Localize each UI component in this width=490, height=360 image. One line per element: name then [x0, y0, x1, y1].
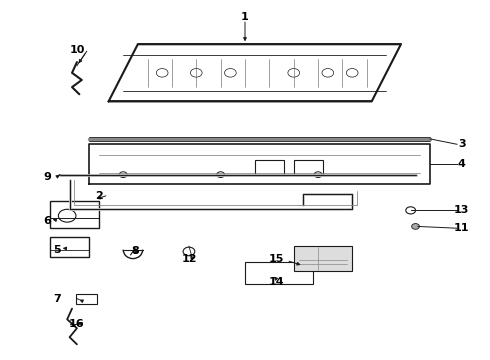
Text: 3: 3: [458, 139, 466, 149]
Text: 6: 6: [44, 216, 51, 226]
Bar: [294, 160, 323, 175]
Text: 1: 1: [241, 13, 249, 22]
Text: 7: 7: [53, 294, 61, 303]
Text: 8: 8: [131, 247, 139, 256]
Circle shape: [412, 224, 419, 229]
Text: 2: 2: [95, 191, 103, 201]
Text: 5: 5: [53, 245, 61, 255]
Circle shape: [314, 172, 322, 177]
Text: 11: 11: [454, 223, 469, 233]
Text: 10: 10: [69, 45, 85, 55]
FancyBboxPatch shape: [294, 246, 352, 271]
Text: 4: 4: [458, 159, 466, 169]
Text: 14: 14: [269, 277, 285, 287]
Text: 15: 15: [269, 254, 284, 264]
Bar: [255, 160, 284, 175]
Circle shape: [119, 172, 127, 177]
Text: 12: 12: [181, 254, 196, 264]
Circle shape: [217, 172, 224, 177]
Text: 13: 13: [454, 205, 469, 215]
Text: 9: 9: [44, 172, 51, 182]
Text: 16: 16: [69, 319, 85, 329]
